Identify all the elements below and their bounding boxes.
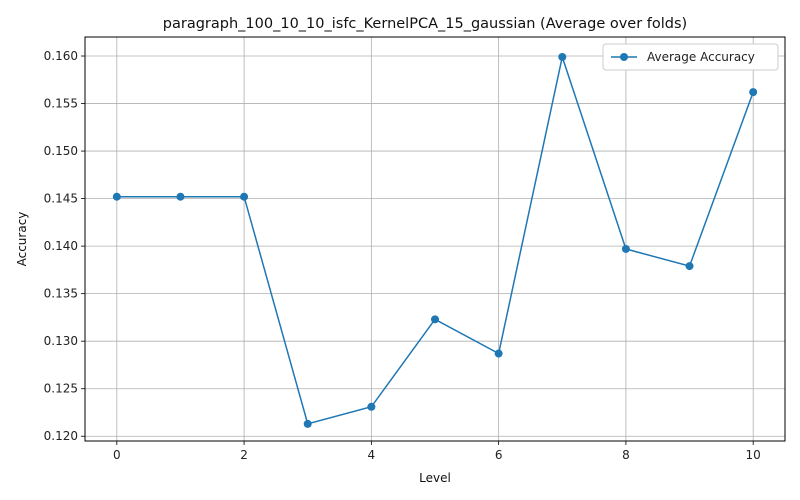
y-axis-label: Accuracy (15, 212, 29, 267)
y-tick-label: 0.125 (44, 382, 78, 396)
x-tick-label: 8 (622, 448, 630, 462)
data-point (685, 262, 694, 271)
series-line (116, 54, 754, 425)
data-point (303, 419, 312, 428)
legend-box (602, 43, 779, 71)
y-tick-label: 0.120 (44, 429, 78, 443)
x-tick-label: 0 (113, 448, 121, 462)
data-point (431, 315, 439, 324)
plot-area-frame (84, 36, 786, 442)
legend: Average Accuracy (602, 43, 779, 71)
data-point (621, 244, 630, 253)
y-tick-label: 0.150 (44, 144, 78, 158)
x-tick-label: 2 (240, 448, 248, 462)
x-tick-label: 4 (368, 448, 376, 462)
legend-marker-swatch (620, 53, 628, 61)
y-tick-label: 0.160 (44, 49, 78, 63)
y-tick-label: 0.135 (44, 287, 78, 301)
chart-title: paragraph_100_10_10_isfc_KernelPCA_15_ga… (163, 16, 687, 32)
series-group (112, 52, 758, 428)
legend-label: Average Accuracy (647, 50, 755, 64)
data-point (367, 402, 376, 411)
data-point (176, 192, 185, 201)
x-tick-label: 10 (746, 448, 761, 462)
data-point (494, 349, 503, 358)
y-tick-label: 0.145 (44, 192, 78, 206)
y-axis-ticks: 0.120 0.125 0.130 0.135 0.140 0.145 0.150 0.155… (44, 49, 85, 443)
x-axis-label: Level (419, 471, 451, 485)
x-axis-ticks: 0 2 4 6 8 10 (113, 441, 761, 462)
y-tick-label: 0.130 (44, 334, 78, 348)
data-point (749, 88, 758, 97)
data-point (240, 192, 249, 201)
data-point (558, 52, 567, 61)
y-tick-label: 0.155 (44, 97, 78, 111)
x-tick-label: 6 (495, 448, 503, 462)
y-tick-label: 0.140 (44, 239, 78, 253)
data-point (112, 192, 121, 201)
grid (85, 37, 785, 441)
